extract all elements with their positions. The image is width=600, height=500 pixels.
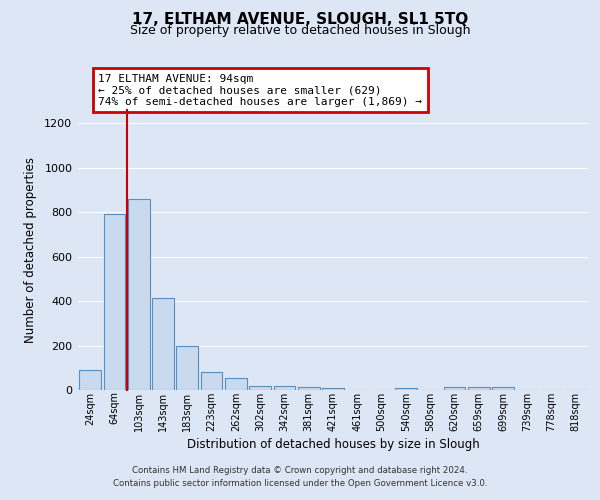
Text: Contains HM Land Registry data © Crown copyright and database right 2024.
Contai: Contains HM Land Registry data © Crown c… [113, 466, 487, 487]
Bar [225, 378, 247, 390]
Bar [79, 370, 101, 390]
Text: 17, ELTHAM AVENUE, SLOUGH, SL1 5TQ: 17, ELTHAM AVENUE, SLOUGH, SL1 5TQ [132, 12, 468, 28]
Bar [468, 386, 490, 390]
Bar [443, 388, 466, 390]
Bar [249, 386, 271, 390]
Y-axis label: Number of detached properties: Number of detached properties [25, 157, 37, 343]
Bar [322, 388, 344, 390]
Bar [104, 214, 125, 390]
Text: Size of property relative to detached houses in Slough: Size of property relative to detached ho… [130, 24, 470, 37]
Bar [395, 388, 417, 390]
Bar [128, 199, 149, 390]
X-axis label: Distribution of detached houses by size in Slough: Distribution of detached houses by size … [187, 438, 479, 450]
Bar [274, 386, 295, 390]
Text: 17 ELTHAM AVENUE: 94sqm
← 25% of detached houses are smaller (629)
74% of semi-d: 17 ELTHAM AVENUE: 94sqm ← 25% of detache… [98, 74, 422, 107]
Bar [152, 298, 174, 390]
Bar [298, 388, 320, 390]
Bar [492, 386, 514, 390]
Bar [200, 372, 223, 390]
Bar [176, 346, 198, 390]
